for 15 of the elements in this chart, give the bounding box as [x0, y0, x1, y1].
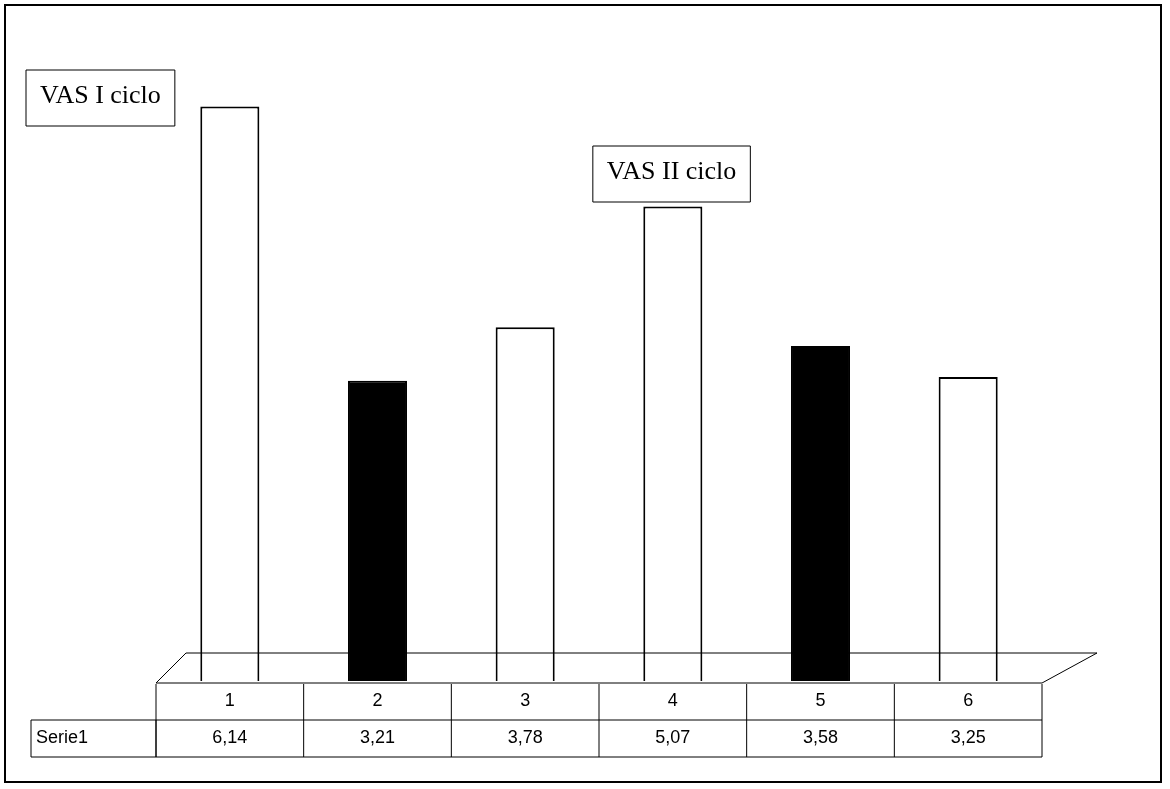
x-tick-label: 4: [667, 690, 678, 711]
data-label: 6,14: [212, 727, 248, 748]
data-label: 3,25: [950, 727, 986, 748]
data-label: 3,78: [507, 727, 543, 748]
x-tick-label: 6: [963, 690, 974, 711]
x-tick-label: 3: [520, 690, 531, 711]
annotation: VAS I ciclo: [40, 79, 161, 109]
x-tick-label: 2: [372, 690, 383, 711]
x-tick-label: 1: [224, 690, 235, 711]
text: Serie1: [36, 727, 89, 748]
data-label: 3,21: [359, 727, 396, 748]
annotation: VAS II ciclo: [606, 155, 737, 185]
data-label: 3,58: [802, 727, 839, 748]
data-label: 5,07: [655, 727, 691, 748]
x-tick-label: 5: [815, 690, 826, 711]
